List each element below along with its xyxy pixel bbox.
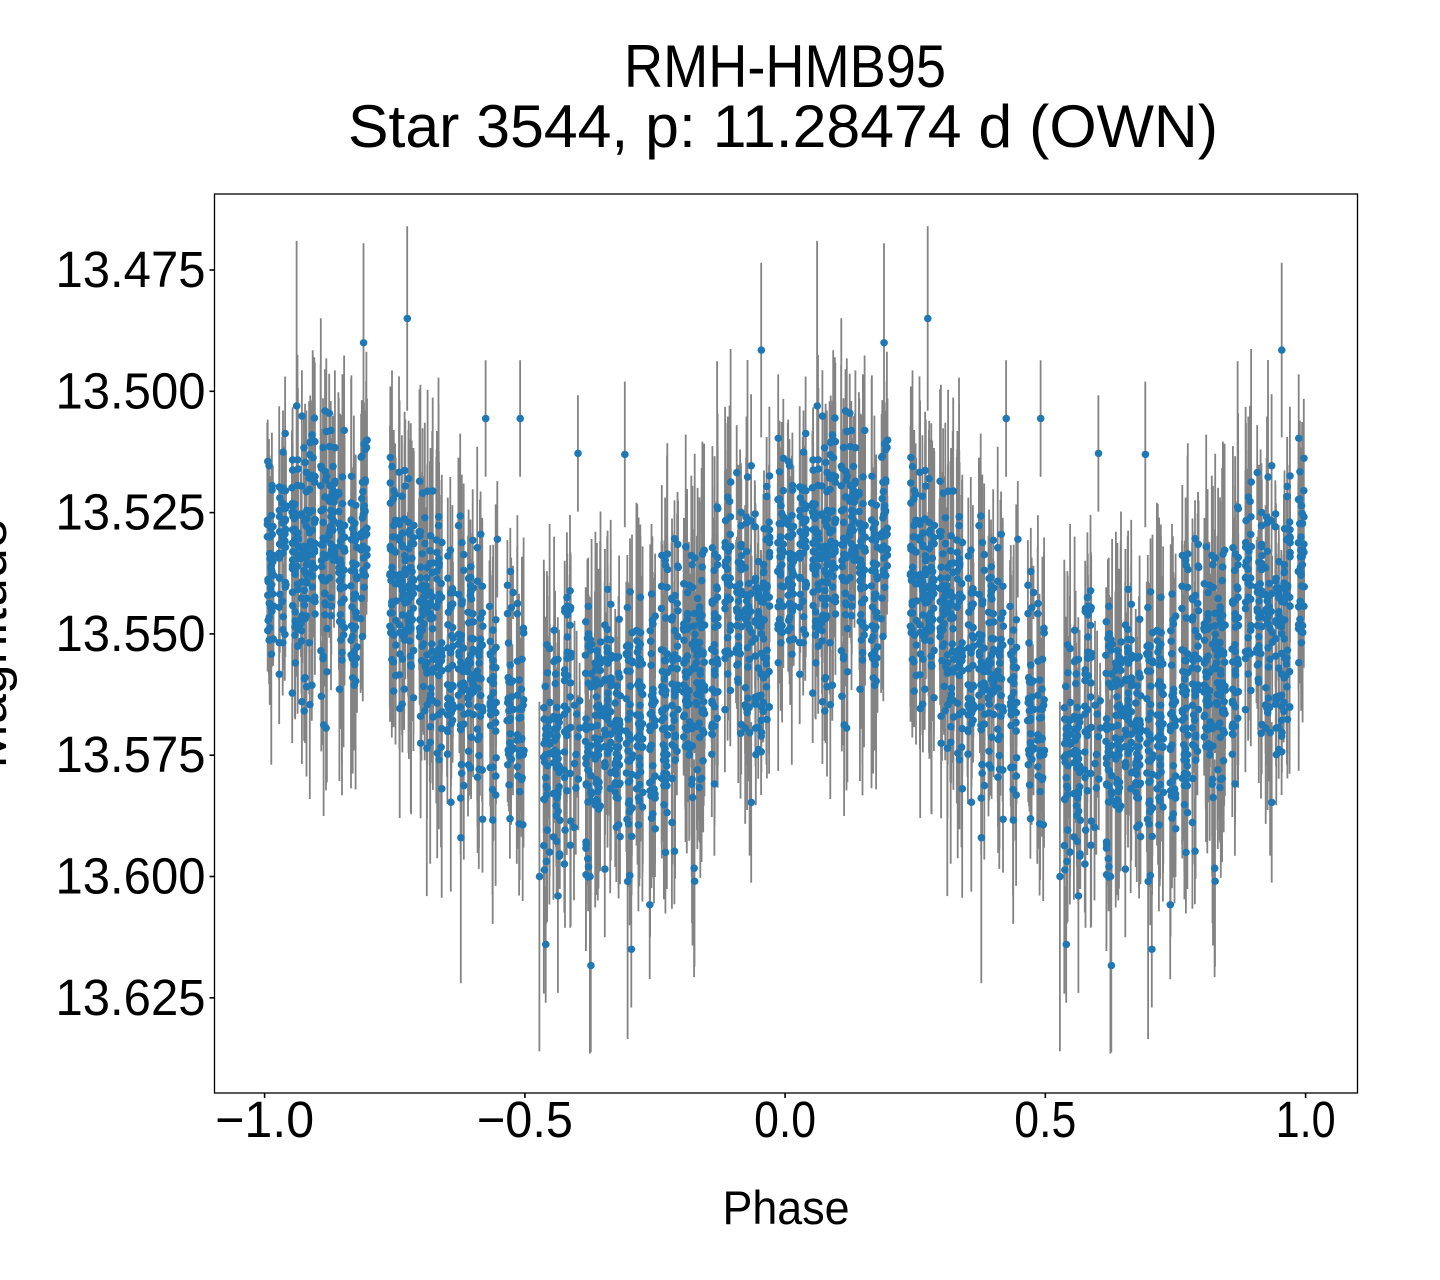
svg-text:13.600: 13.600 xyxy=(56,848,206,905)
svg-text:13.500: 13.500 xyxy=(56,362,206,419)
svg-text:1.0: 1.0 xyxy=(1276,1091,1336,1148)
svg-text:−1.0: −1.0 xyxy=(215,1091,314,1148)
svg-text:0.5: 0.5 xyxy=(1014,1091,1076,1148)
svg-text:13.575: 13.575 xyxy=(56,726,206,783)
svg-text:13.625: 13.625 xyxy=(56,969,206,1026)
svg-text:−0.5: −0.5 xyxy=(477,1091,573,1148)
svg-text:13.550: 13.550 xyxy=(56,605,206,662)
svg-text:0.0: 0.0 xyxy=(754,1091,816,1148)
svg-text:Magnitude: Magnitude xyxy=(0,519,17,769)
svg-text:RMH-HMB95: RMH-HMB95 xyxy=(624,33,946,100)
svg-text:Phase: Phase xyxy=(723,1182,850,1235)
svg-text:Star 3544, p: 11.28474 d (OWN): Star 3544, p: 11.28474 d (OWN) xyxy=(348,93,1218,160)
svg-text:13.525: 13.525 xyxy=(56,484,206,541)
svg-text:13.475: 13.475 xyxy=(56,241,206,298)
